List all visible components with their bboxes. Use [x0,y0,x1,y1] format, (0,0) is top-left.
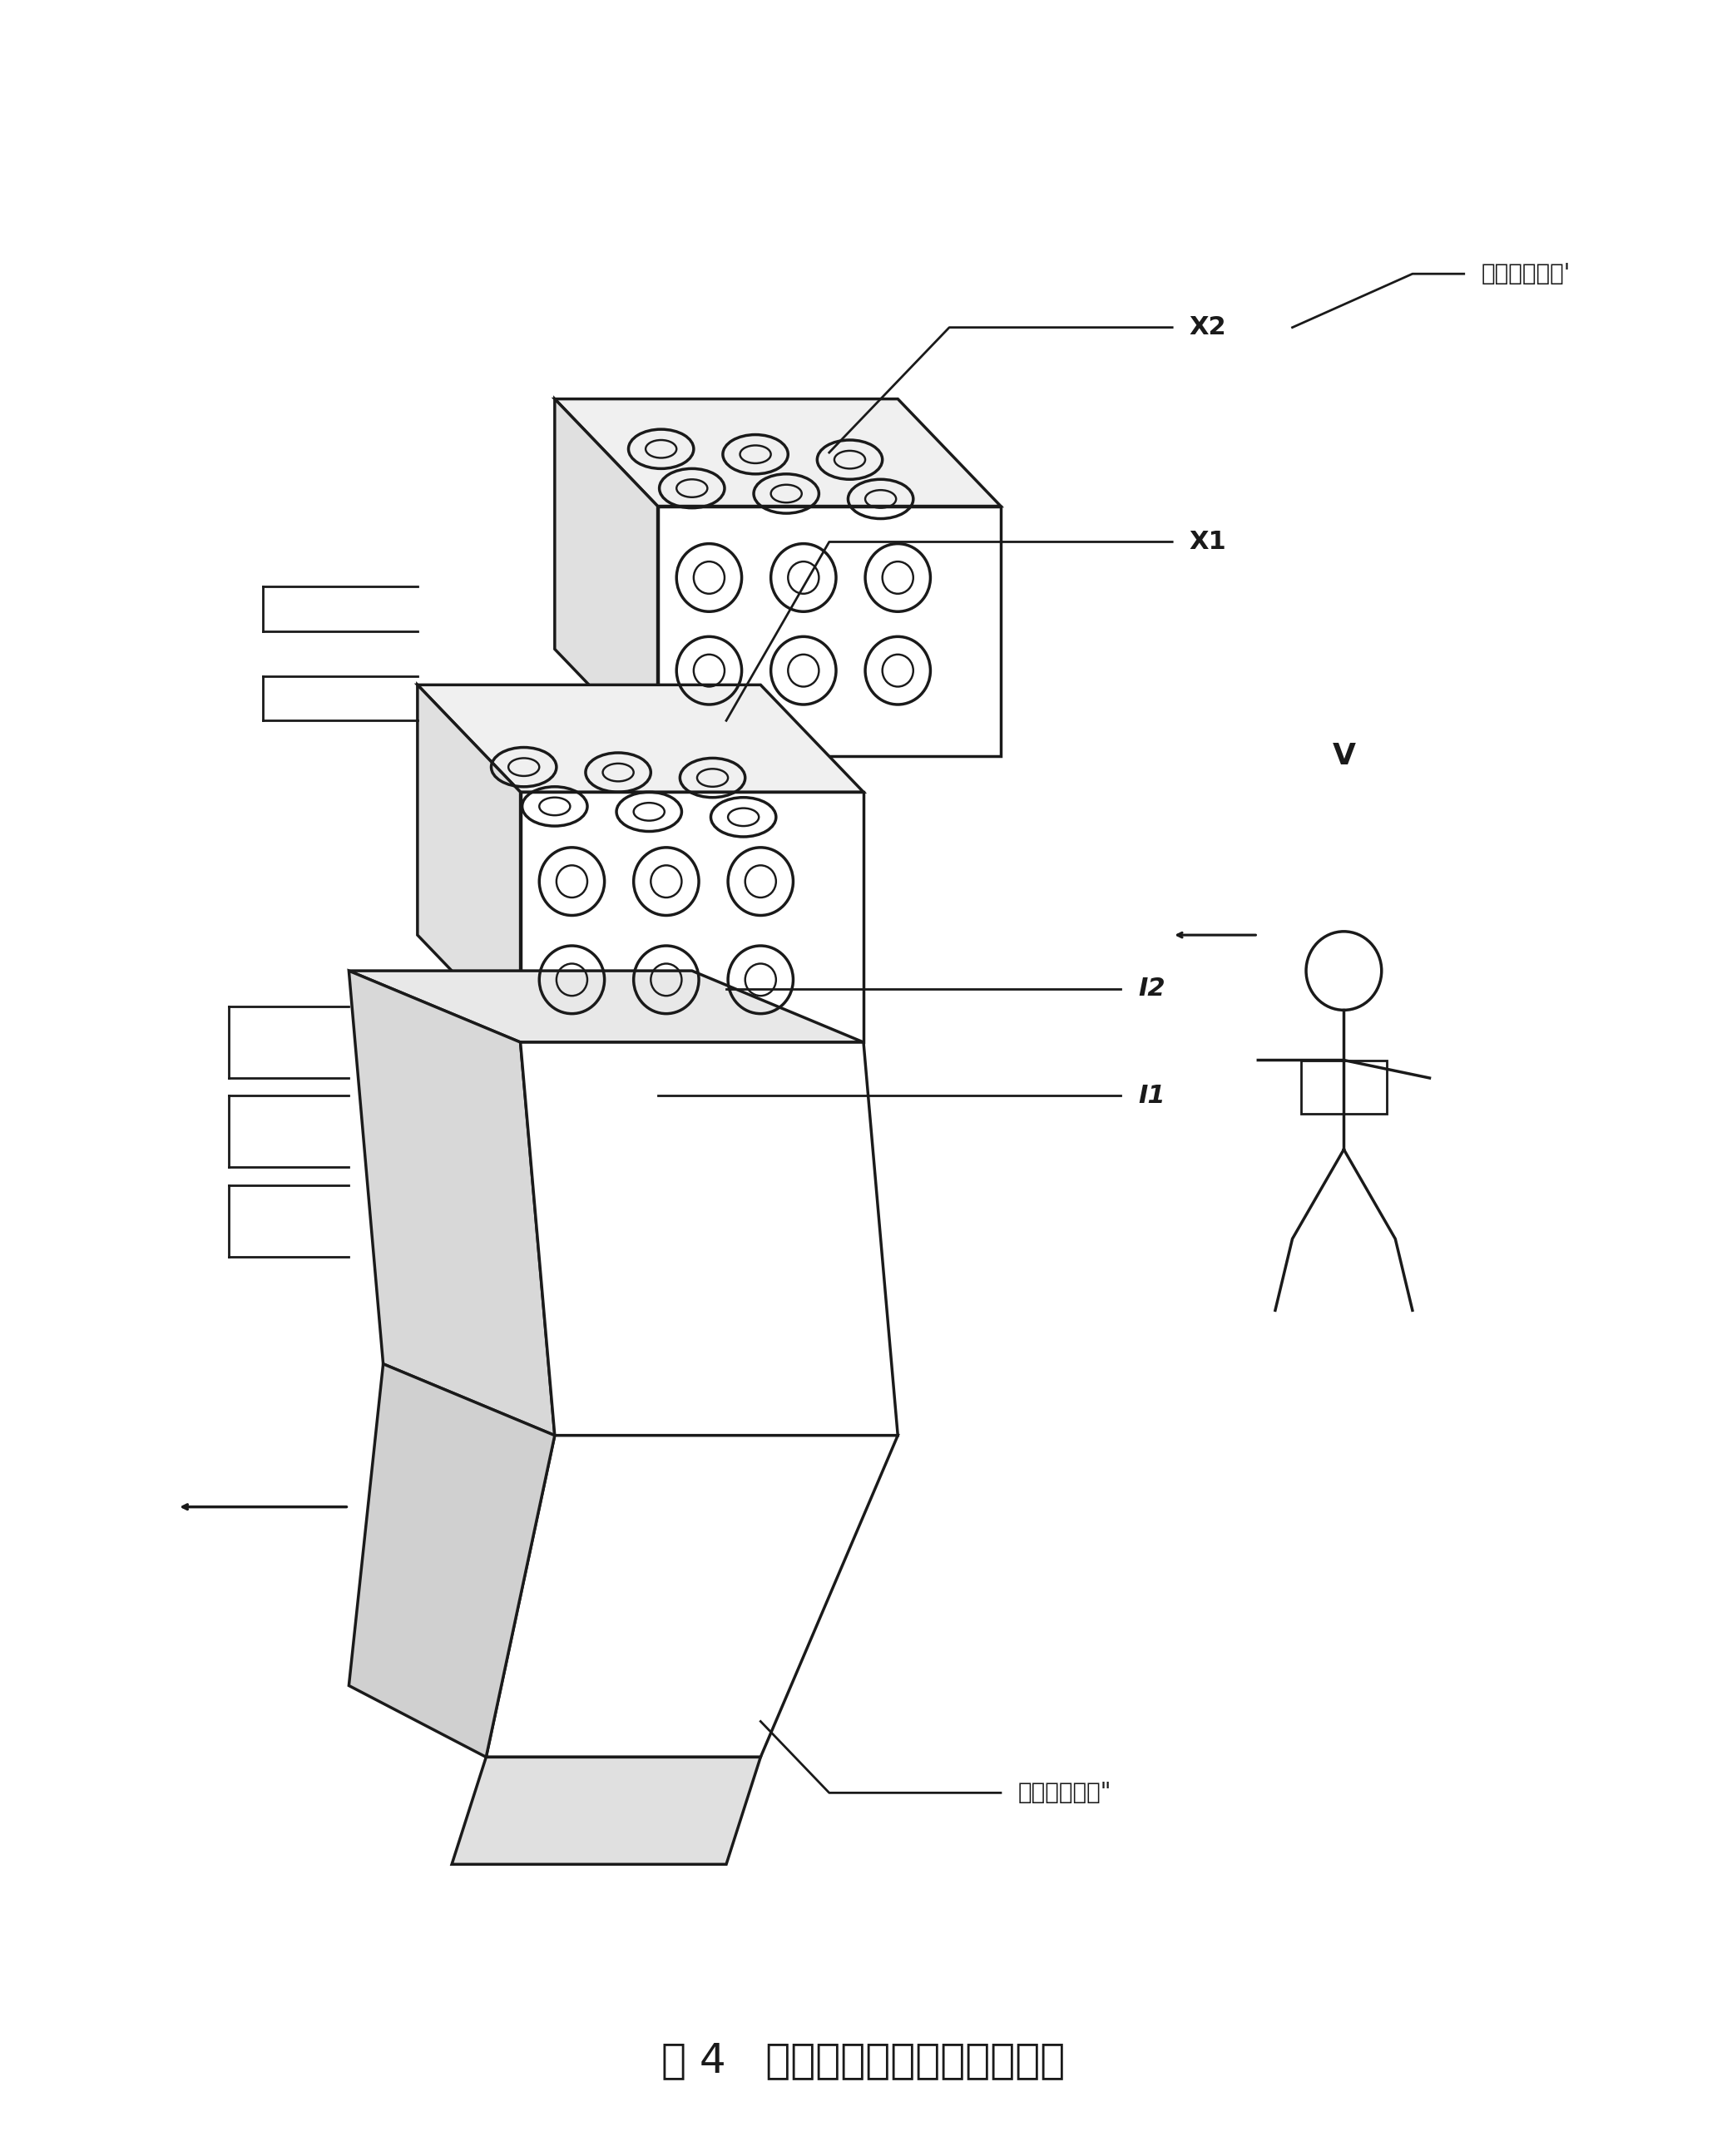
Polygon shape [418,686,864,791]
Polygon shape [349,1365,554,1757]
Text: I2: I2 [1138,977,1166,1000]
Text: V: V [1332,742,1356,770]
Text: 图 4   直列式内燃机观察者的位置: 图 4 直列式内燃机观察者的位置 [661,2042,1066,2081]
Polygon shape [554,399,658,757]
Polygon shape [485,1436,898,1757]
Polygon shape [554,399,1000,507]
Polygon shape [520,791,864,1041]
Polygon shape [349,970,864,1041]
Text: X1: X1 [1190,530,1226,554]
Text: X2: X2 [1190,315,1226,338]
Polygon shape [520,1041,898,1436]
Polygon shape [658,507,1000,757]
Text: 气门按排排列': 气门按排排列' [1482,263,1570,285]
Text: I1: I1 [1138,1084,1166,1108]
Polygon shape [418,686,520,1041]
Text: 气门按列排列": 气门按列排列" [1017,1781,1112,1805]
Polygon shape [349,970,554,1436]
Polygon shape [452,1757,760,1865]
